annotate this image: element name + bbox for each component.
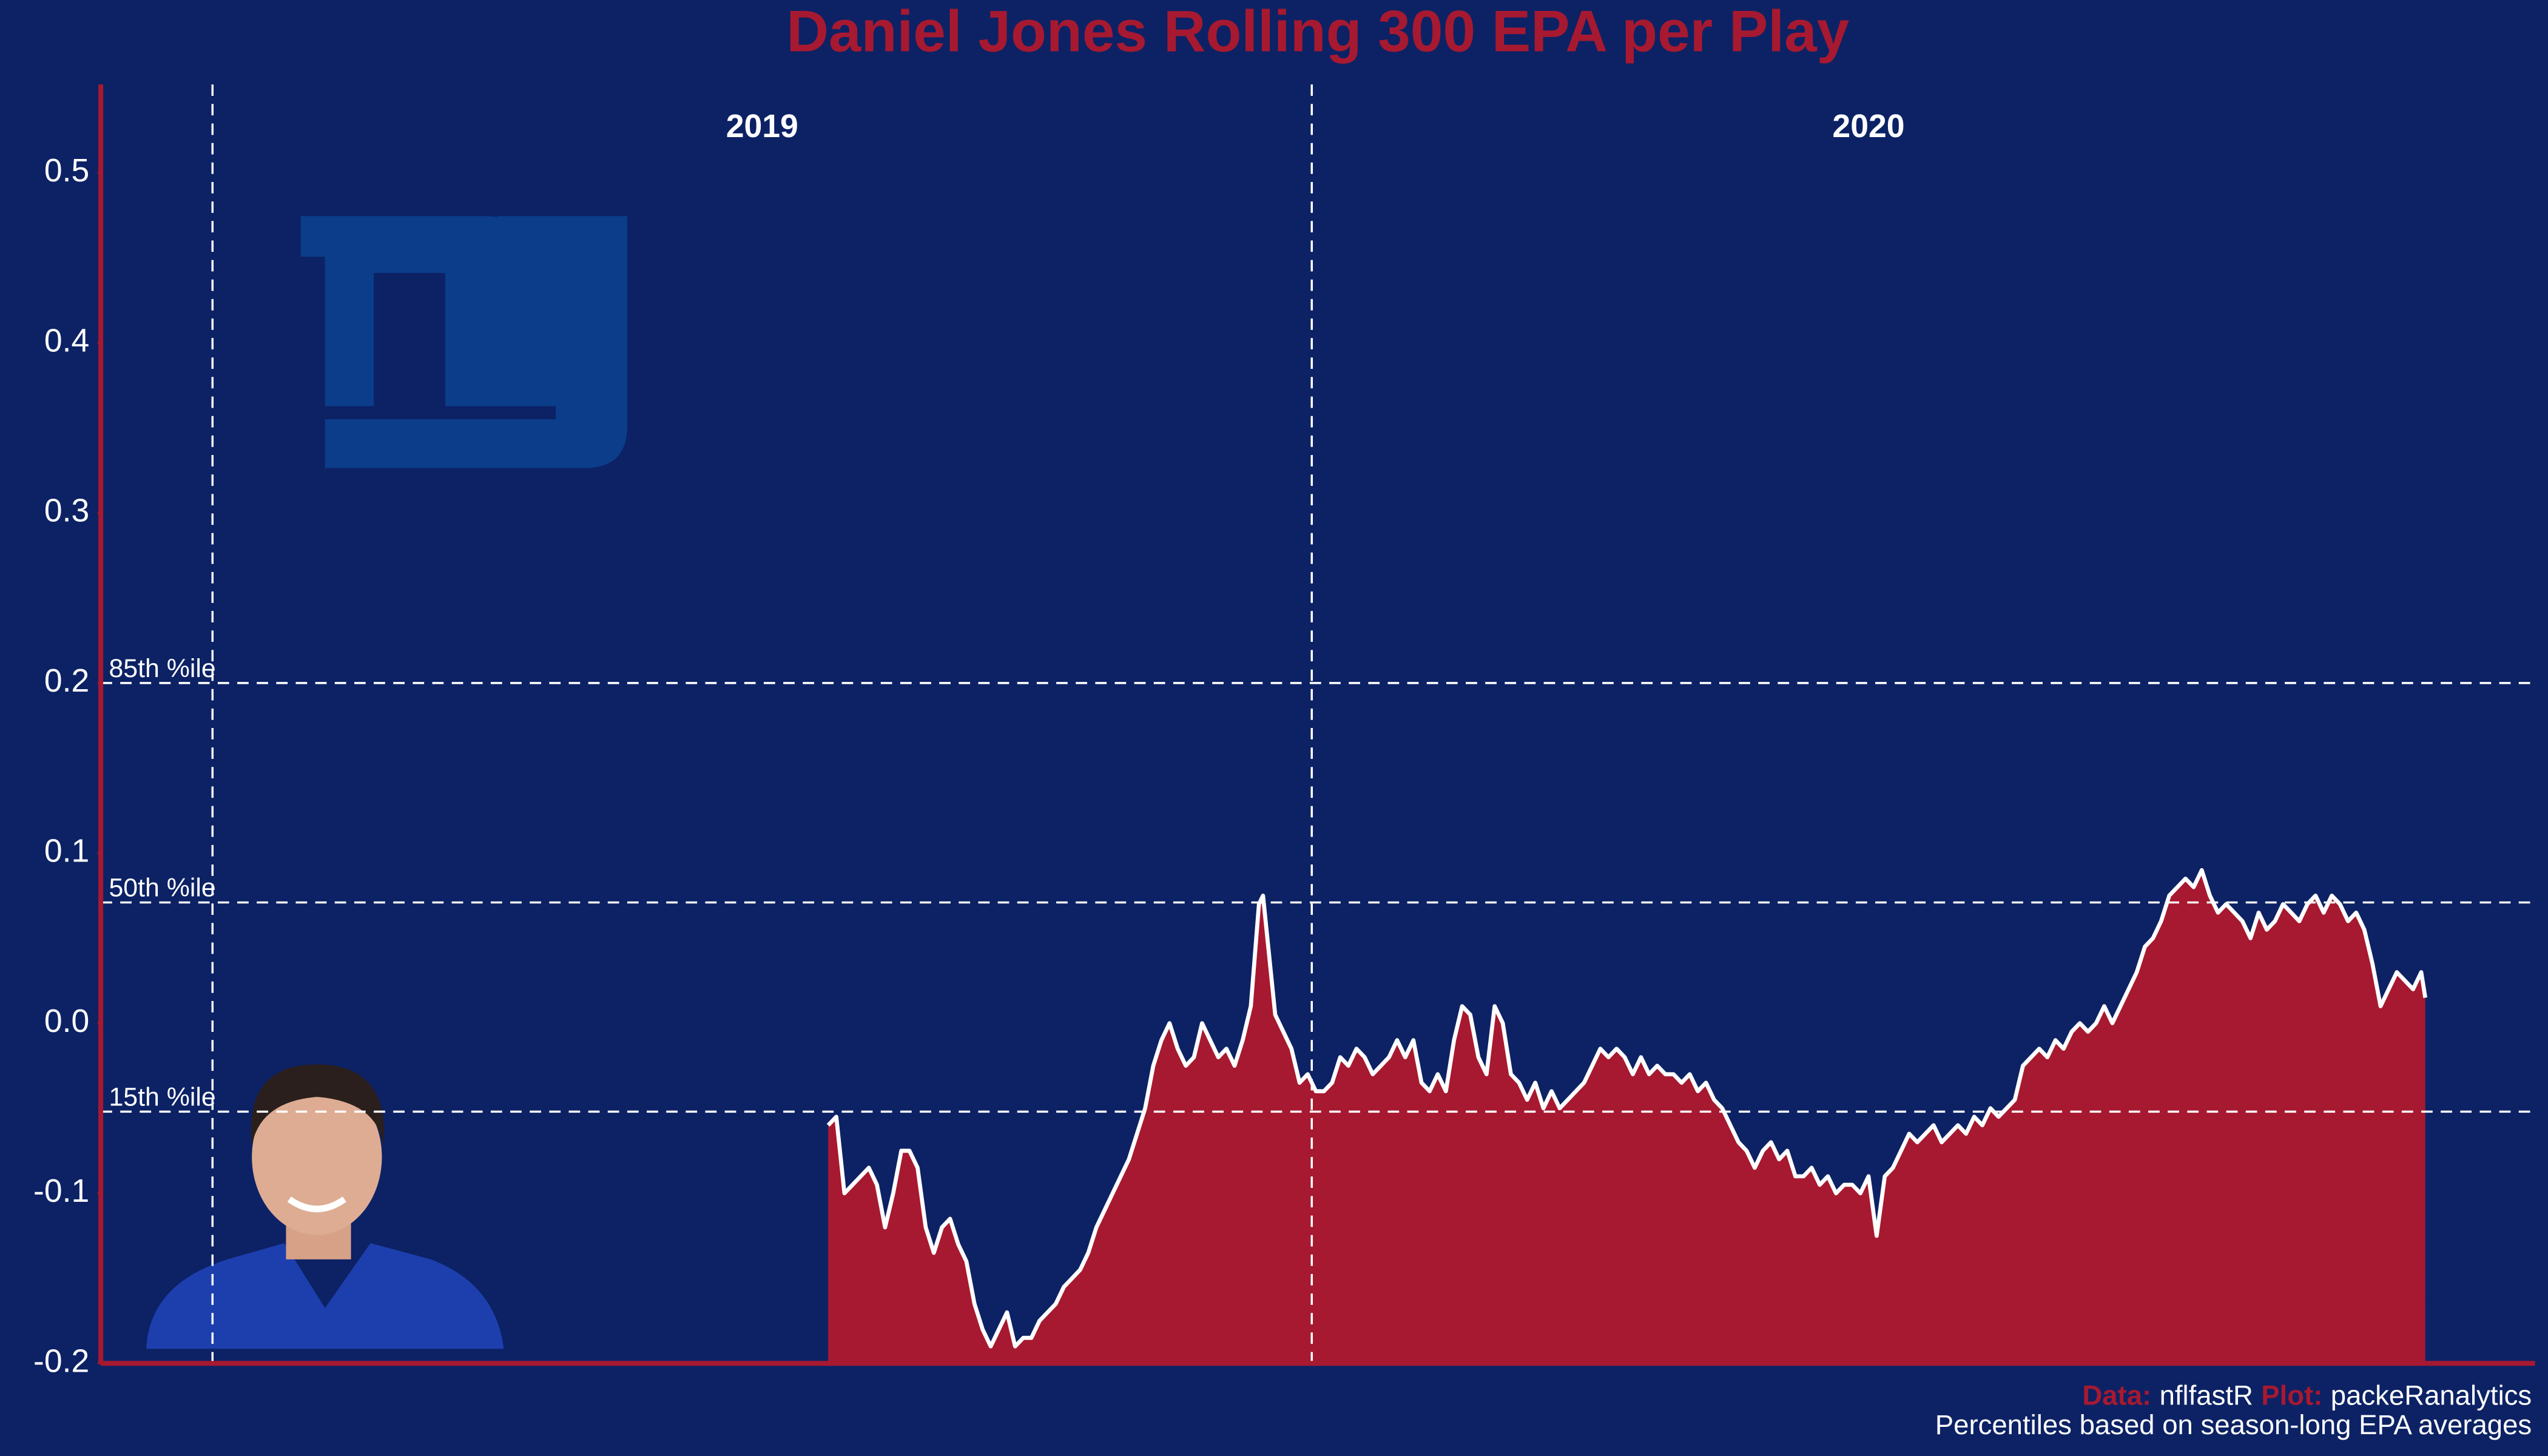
caption-part: Data:	[2082, 1380, 2151, 1411]
player-smile	[287, 1196, 346, 1213]
team-logo	[300, 216, 627, 468]
caption-part: packeRanalytics	[2331, 1380, 2532, 1411]
season-label: 2019	[726, 109, 798, 144]
caption-part: Plot:	[2261, 1380, 2322, 1411]
season-label: 2020	[1832, 109, 1904, 144]
logo-n	[300, 216, 517, 406]
area	[828, 870, 2425, 1364]
y-tick-label: 0.2	[44, 663, 89, 699]
player-face	[252, 1079, 382, 1235]
caption: Data: nflfastR Plot: packeRanalytics	[2082, 1380, 2532, 1411]
player-photo	[146, 1064, 504, 1349]
y-tick-label: 0.1	[44, 833, 89, 869]
y-tick-label: 0.5	[44, 153, 89, 189]
line	[826, 868, 2428, 1349]
percentile-label: 85th %ile	[109, 654, 215, 683]
player-shirt	[146, 1243, 504, 1349]
chart-title: Daniel Jones Rolling 300 EPA per Play	[786, 0, 1849, 64]
caption-part: nflfastR	[2160, 1380, 2253, 1411]
y-tick-label: 0.4	[44, 323, 89, 359]
percentile-label: 15th %ile	[109, 1082, 215, 1111]
y-tick-label: 0.0	[44, 1003, 89, 1039]
y-tick-label: -0.1	[33, 1173, 89, 1209]
y-tick-label: -0.2	[33, 1343, 89, 1379]
percentile-label: 50th %ile	[109, 873, 215, 902]
caption-note: Percentiles based on season-long EPA ave…	[1935, 1409, 2532, 1440]
logo-y	[325, 216, 627, 468]
y-tick-label: 0.3	[44, 493, 89, 529]
player-hair	[251, 1064, 385, 1146]
